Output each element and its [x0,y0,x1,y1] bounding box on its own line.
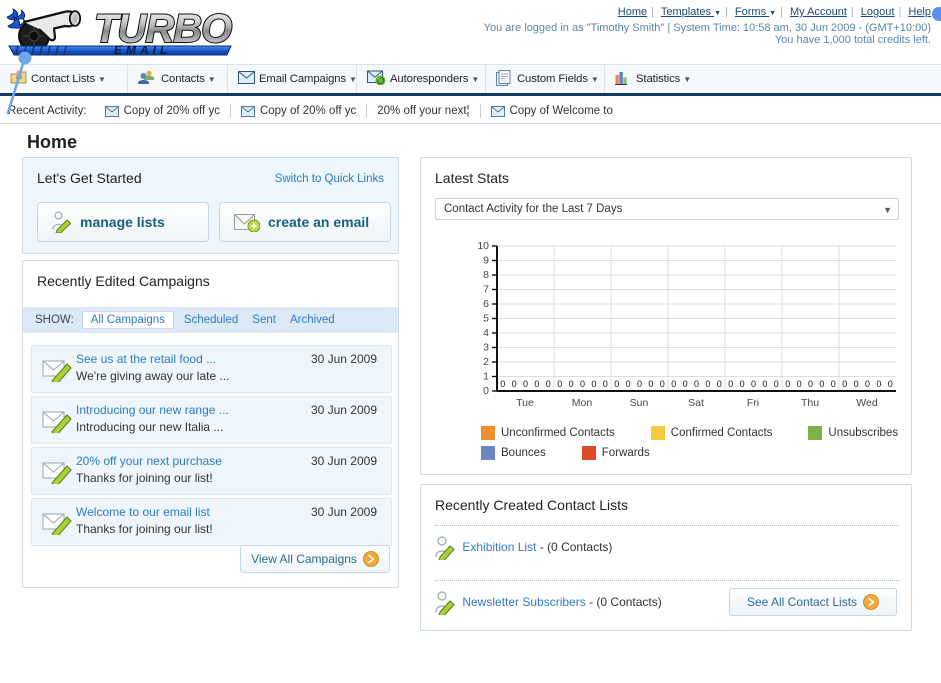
svg-text:0: 0 [717,379,722,389]
svg-text:0: 0 [580,379,585,389]
svg-text:5: 5 [483,313,489,325]
svg-text:0: 0 [694,379,699,389]
svg-text:1: 1 [483,371,489,383]
svg-text:0: 0 [808,379,813,389]
svg-text:0: 0 [671,379,676,389]
svg-text:0: 0 [603,379,608,389]
svg-text:7: 7 [483,284,489,296]
svg-text:0: 0 [751,379,756,389]
svg-text:0: 0 [626,379,631,389]
svg-text:8: 8 [483,269,489,281]
svg-text:2: 2 [483,356,489,368]
svg-text:10: 10 [477,240,489,252]
svg-text:9: 9 [483,255,489,267]
svg-text:0: 0 [854,379,859,389]
svg-text:0: 0 [637,379,642,389]
svg-text:0: 0 [785,379,790,389]
svg-text:0: 0 [705,379,710,389]
svg-text:0: 0 [876,379,881,389]
svg-text:0: 0 [648,379,653,389]
svg-text:4: 4 [483,327,489,339]
svg-text:0: 0 [591,379,596,389]
svg-text:0: 0 [888,379,893,389]
svg-text:0: 0 [842,379,847,389]
svg-text:0: 0 [683,379,688,389]
svg-text:EMAIL: EMAIL [114,43,171,57]
svg-text:3: 3 [483,342,489,354]
svg-text:Fri: Fri [747,397,759,409]
svg-text:0: 0 [774,379,779,389]
svg-text:0: 0 [728,379,733,389]
svg-text:0: 0 [512,379,517,389]
svg-text:Mon: Mon [572,397,593,409]
svg-text:0: 0 [797,379,802,389]
svg-text:0: 0 [660,379,665,389]
svg-text:Tue: Tue [516,397,534,409]
svg-text:0: 0 [831,379,836,389]
svg-text:0: 0 [557,379,562,389]
svg-text:6: 6 [483,298,489,310]
svg-text:0: 0 [546,379,551,389]
svg-text:0: 0 [865,379,870,389]
svg-text:Thu: Thu [801,397,819,409]
svg-text:Wed: Wed [856,397,878,409]
svg-text:0: 0 [614,379,619,389]
svg-text:Sun: Sun [630,397,649,409]
svg-text:0: 0 [819,379,824,389]
svg-text:0: 0 [569,379,574,389]
svg-text:0: 0 [534,379,539,389]
svg-text:0: 0 [523,379,528,389]
svg-text:0: 0 [500,379,505,389]
svg-text:0: 0 [740,379,745,389]
svg-text:0: 0 [483,385,489,397]
svg-text:0: 0 [762,379,767,389]
svg-text:Sat: Sat [688,397,704,409]
